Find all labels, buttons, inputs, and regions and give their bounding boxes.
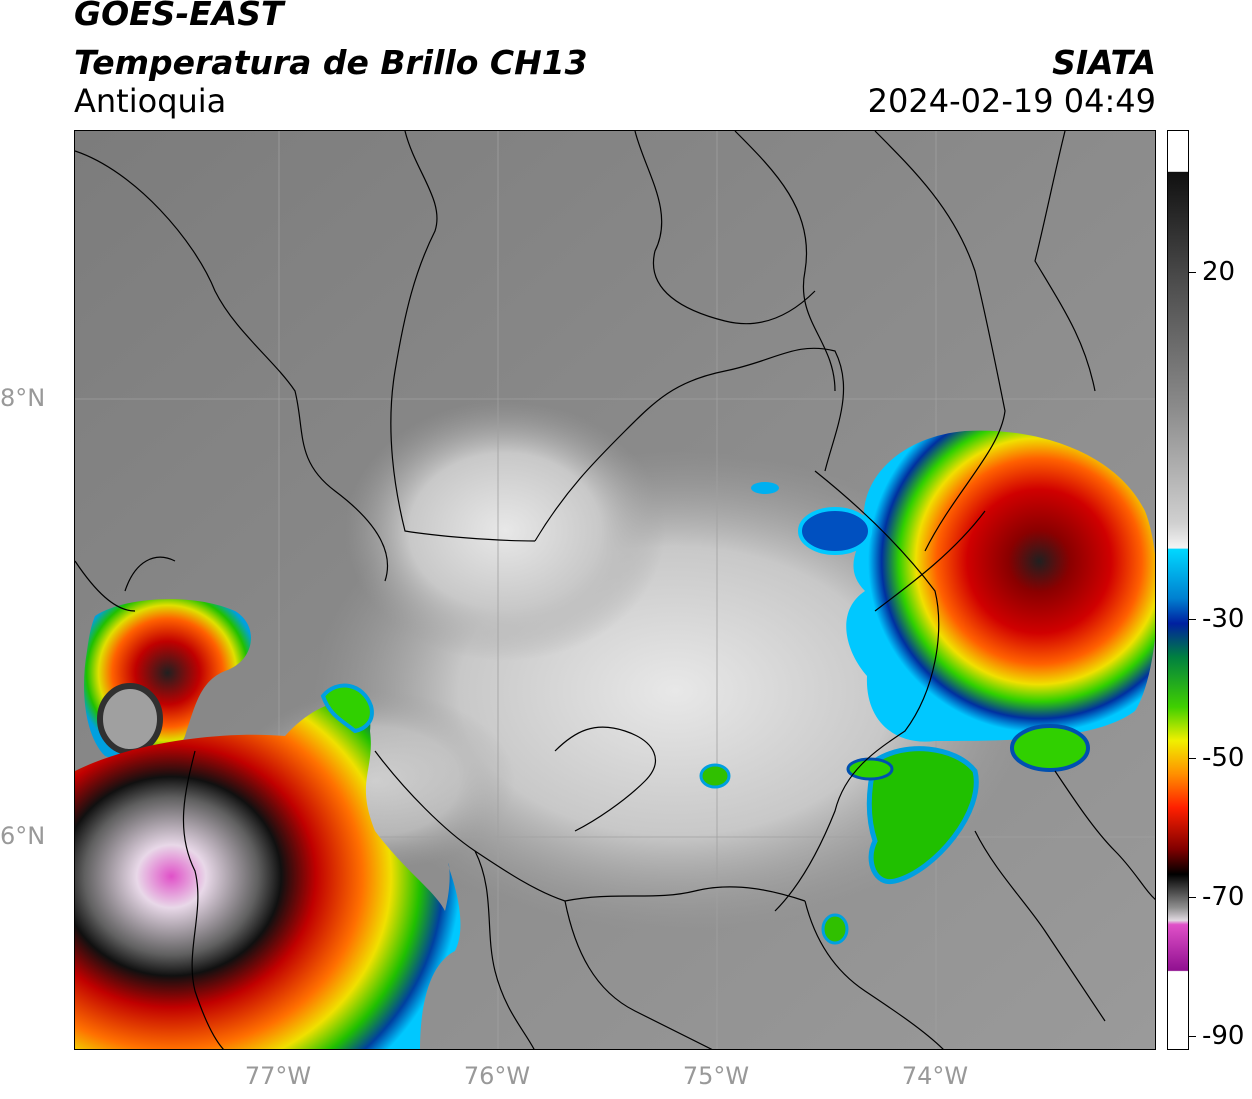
colorbar-tick-20 [1189,272,1196,273]
lon-label-77w: 77°W [244,1062,312,1090]
lon-label-76w: 76°W [463,1062,531,1090]
satellite-imagery [75,131,1155,1049]
colorbar-label-20: 20 [1202,257,1236,287]
colorbar-tick-minus70 [1189,897,1196,898]
lat-label-6n: 6°N [0,822,46,850]
colorbar-tick-minus90 [1189,1036,1196,1037]
lon-label-74w: 74°W [901,1062,969,1090]
colorbar-tick-minus30 [1189,619,1196,620]
colorbar-tick-minus50 [1189,758,1196,759]
lon-label-75w: 75°W [682,1062,750,1090]
region-label: Antioquia [74,82,227,120]
chart-subtitle: Temperatura de Brillo CH13 [74,43,588,82]
colorbar-label-minus50: -50 [1202,743,1245,773]
organization-label: SIATA [1052,43,1156,82]
datetime-label: 2024-02-19 04:49 [867,82,1156,120]
lat-label-8n: 8°N [0,384,46,412]
colorbar [1167,130,1189,1050]
chart-title: GOES-EAST [74,0,284,33]
satellite-map[interactable] [74,130,1156,1050]
colorbar-label-minus70: -70 [1202,882,1245,912]
colorbar-label-minus30: -30 [1202,604,1245,634]
colorbar-label-minus90: -90 [1202,1021,1245,1051]
